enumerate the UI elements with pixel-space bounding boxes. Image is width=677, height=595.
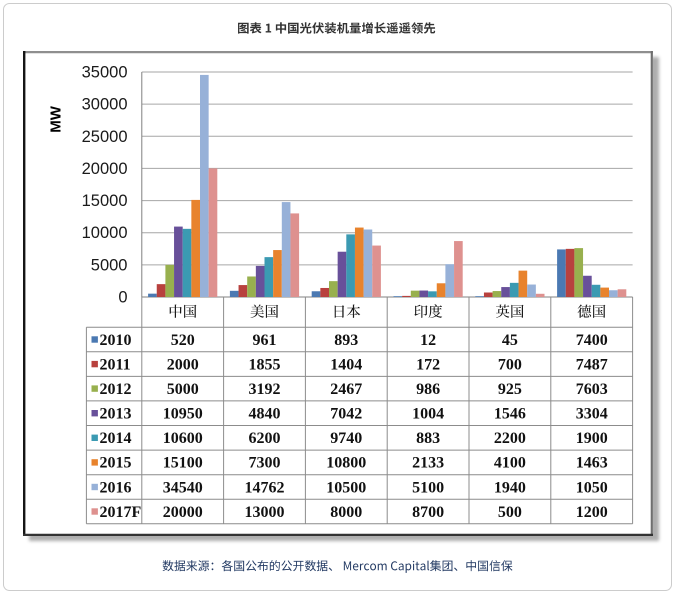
svg-text:961: 961 [253, 332, 277, 349]
svg-text:2017F: 2017F [100, 504, 142, 521]
svg-text:10600: 10600 [163, 430, 203, 447]
svg-text:1004: 1004 [412, 406, 444, 423]
svg-text:2015: 2015 [100, 455, 132, 472]
svg-text:4100: 4100 [494, 455, 526, 472]
svg-text:8000: 8000 [330, 504, 362, 521]
svg-text:3304: 3304 [576, 406, 608, 423]
svg-text:10950: 10950 [163, 406, 203, 423]
svg-text:986: 986 [416, 381, 440, 398]
svg-text:520: 520 [171, 332, 195, 349]
svg-text:10500: 10500 [326, 479, 366, 496]
svg-text:20000: 20000 [82, 160, 128, 178]
svg-text:883: 883 [416, 430, 440, 447]
svg-text:172: 172 [416, 356, 440, 373]
svg-text:2012: 2012 [100, 381, 132, 398]
svg-text:1463: 1463 [576, 455, 608, 472]
svg-text:15100: 15100 [163, 455, 203, 472]
svg-text:1050: 1050 [576, 479, 608, 496]
svg-text:700: 700 [498, 356, 522, 373]
svg-text:0: 0 [118, 289, 127, 307]
svg-text:2010: 2010 [100, 332, 132, 349]
svg-text:9740: 9740 [330, 430, 362, 447]
svg-text:7042: 7042 [330, 406, 362, 423]
svg-text:15000: 15000 [82, 192, 128, 210]
svg-text:3192: 3192 [249, 381, 281, 398]
svg-text:5000: 5000 [91, 256, 128, 274]
svg-text:2133: 2133 [412, 455, 444, 472]
svg-text:1200: 1200 [576, 504, 608, 521]
svg-text:7400: 7400 [576, 332, 608, 349]
svg-text:30000: 30000 [82, 96, 128, 114]
svg-text:13000: 13000 [245, 504, 285, 521]
svg-text:5000: 5000 [167, 381, 199, 398]
svg-text:1940: 1940 [494, 479, 526, 496]
svg-text:2013: 2013 [100, 406, 132, 423]
svg-text:8700: 8700 [412, 504, 444, 521]
svg-text:4840: 4840 [249, 406, 281, 423]
svg-text:20000: 20000 [163, 504, 203, 521]
svg-text:45: 45 [502, 332, 518, 349]
svg-text:35000: 35000 [82, 64, 128, 82]
svg-text:2200: 2200 [494, 430, 526, 447]
svg-text:1404: 1404 [330, 356, 362, 373]
svg-text:14762: 14762 [245, 479, 285, 496]
svg-text:7603: 7603 [576, 381, 608, 398]
svg-text:7300: 7300 [249, 455, 281, 472]
svg-text:25000: 25000 [82, 128, 128, 146]
svg-text:34540: 34540 [163, 479, 203, 496]
svg-text:2467: 2467 [330, 381, 362, 398]
svg-text:12: 12 [420, 332, 436, 349]
svg-text:2014: 2014 [100, 430, 132, 447]
svg-text:1855: 1855 [249, 356, 281, 373]
svg-text:MW: MW [48, 105, 65, 132]
svg-text:1546: 1546 [494, 406, 526, 423]
svg-text:6200: 6200 [249, 430, 281, 447]
svg-text:500: 500 [498, 504, 522, 521]
svg-text:2016: 2016 [100, 479, 132, 496]
svg-text:1900: 1900 [576, 430, 608, 447]
svg-text:2000: 2000 [167, 356, 199, 373]
svg-text:5100: 5100 [412, 479, 444, 496]
svg-text:893: 893 [334, 332, 358, 349]
svg-text:925: 925 [498, 381, 522, 398]
svg-text:10800: 10800 [326, 455, 366, 472]
svg-text:2011: 2011 [100, 356, 131, 373]
svg-text:7487: 7487 [576, 356, 608, 373]
svg-text:10000: 10000 [82, 224, 128, 242]
